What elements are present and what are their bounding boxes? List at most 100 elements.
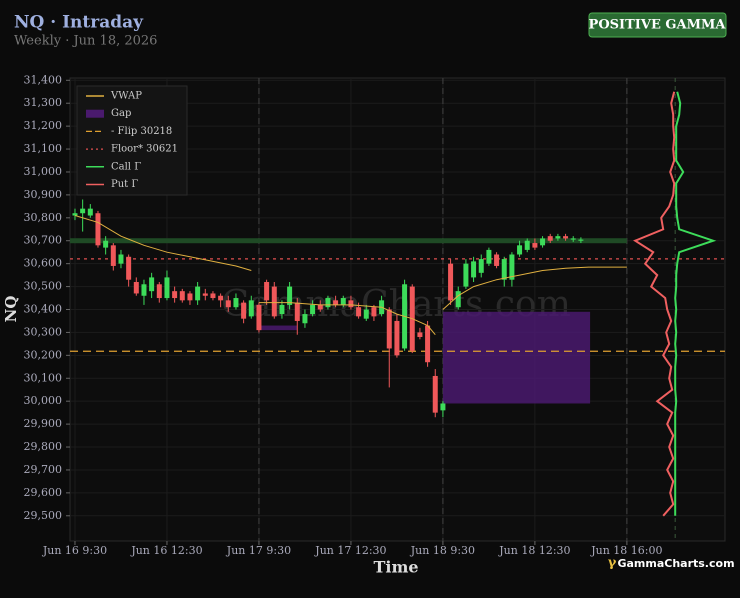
- y-tick-label: 30,700: [24, 234, 63, 247]
- y-tick-label: 31,400: [24, 73, 63, 86]
- x-tick-label: Jun 18 16:00: [590, 544, 662, 557]
- x-tick-label: Jun 17 9:30: [226, 544, 291, 557]
- candle-body: [517, 245, 523, 255]
- legend-label: VWAP: [110, 91, 142, 102]
- candle-body: [164, 277, 170, 299]
- candle-body: [455, 291, 461, 308]
- y-tick-label: 31,100: [24, 142, 63, 155]
- candle-body: [570, 238, 576, 240]
- x-tick-label: Jun 18 12:30: [498, 544, 570, 557]
- candle-body: [302, 314, 308, 324]
- candle-body: [540, 238, 546, 246]
- put-gamma-profile: [633, 91, 676, 517]
- legend-label: Put Γ: [111, 179, 138, 190]
- y-tick-label: 29,500: [24, 509, 63, 522]
- y-tick-label: 30,600: [24, 257, 63, 270]
- candle-body: [271, 286, 277, 317]
- candle-body: [103, 240, 109, 248]
- legend-label: Call Γ: [111, 161, 141, 172]
- candle-body: [325, 298, 331, 308]
- candle-body: [448, 263, 454, 301]
- y-tick-label: 30,500: [24, 280, 63, 293]
- candle-body: [218, 295, 224, 301]
- chart-subtitle: Weekly · Jun 18, 2026: [14, 34, 157, 49]
- candle-body: [294, 302, 300, 321]
- legend-label: - Flip 30218: [111, 126, 172, 137]
- candle-body: [348, 300, 354, 308]
- candle-body: [110, 245, 116, 266]
- candle-body: [486, 249, 492, 264]
- y-tick-label: 30,400: [24, 303, 63, 316]
- x-tick-label: Jun 18 9:30: [410, 544, 475, 557]
- candle-body: [340, 298, 346, 305]
- badge: POSITIVE GAMMA: [589, 18, 727, 33]
- candle-body: [333, 300, 339, 305]
- call-gamma-profile: [674, 91, 717, 516]
- y-tick-label: 29,900: [24, 417, 63, 430]
- candle-body: [248, 300, 254, 317]
- legend-label: Floor* 30621: [111, 144, 178, 155]
- gamma-band: [70, 238, 627, 244]
- candle-body: [547, 236, 553, 241]
- legend-swatch: [86, 109, 104, 118]
- y-tick-label: 30,800: [24, 211, 63, 224]
- candle-body: [471, 261, 477, 278]
- y-tick-label: 30,900: [24, 188, 63, 201]
- candle-body: [126, 256, 132, 280]
- candle-body: [256, 304, 262, 331]
- candle-body: [432, 375, 438, 413]
- candle-body: [317, 304, 323, 310]
- candle-body: [494, 254, 500, 266]
- candle-body: [425, 325, 431, 363]
- gap-box: [258, 325, 298, 331]
- candle-body: [578, 239, 584, 241]
- badge-box: [588, 12, 727, 38]
- candle-body: [118, 254, 124, 264]
- candle-body: [156, 284, 162, 299]
- x-tick-label: Jun 17 12:30: [314, 544, 386, 557]
- logo: GammaCharts.com: [617, 557, 734, 570]
- candle-body: [287, 286, 293, 305]
- y-tick-label: 31,200: [24, 119, 63, 132]
- candle-body: [417, 332, 423, 338]
- candle-body: [386, 309, 392, 349]
- candle-body: [563, 236, 569, 239]
- y-tick-label: 30,000: [24, 394, 63, 407]
- candle-body: [356, 307, 362, 317]
- candle-body: [95, 213, 101, 246]
- y-tick-label: 30,100: [24, 371, 63, 384]
- y-tick-label: 31,300: [24, 96, 63, 109]
- x-tick-label: Jun 16 12:30: [130, 544, 202, 557]
- candle-body: [80, 208, 86, 214]
- candle-body: [264, 281, 270, 301]
- y-tick-label: 30,200: [24, 348, 63, 361]
- vwap-line: [74, 215, 627, 336]
- candle-body: [478, 259, 484, 273]
- candle-body: [241, 302, 247, 319]
- candle-body: [555, 236, 561, 239]
- candle-body: [501, 259, 507, 280]
- candle-body: [195, 286, 201, 301]
- candle-body: [87, 208, 93, 216]
- candle-body: [394, 320, 400, 356]
- y-tick-label: 29,700: [24, 463, 63, 476]
- legend-label: Gap: [111, 108, 131, 119]
- candle-body: [371, 307, 377, 317]
- legend-box: [76, 85, 188, 196]
- candle-body: [363, 309, 369, 319]
- chart-title: NQ · Intraday: [14, 13, 144, 33]
- candle-body: [133, 281, 139, 294]
- candle-body: [440, 403, 446, 411]
- candle-body: [172, 291, 178, 299]
- candle-body: [187, 293, 193, 301]
- candle-body: [149, 277, 155, 292]
- y-tick-label: 29,600: [24, 486, 63, 499]
- x-axis-label: Time: [373, 558, 418, 577]
- candle-body: [179, 291, 185, 301]
- y-tick-label: 30,300: [24, 325, 63, 338]
- gap-box: [442, 311, 591, 404]
- x-tick-label: Jun 16 9:30: [42, 544, 107, 557]
- candle-body: [225, 300, 231, 308]
- y-tick-label: 31,000: [24, 165, 63, 178]
- logo-mark: γ: [608, 556, 617, 571]
